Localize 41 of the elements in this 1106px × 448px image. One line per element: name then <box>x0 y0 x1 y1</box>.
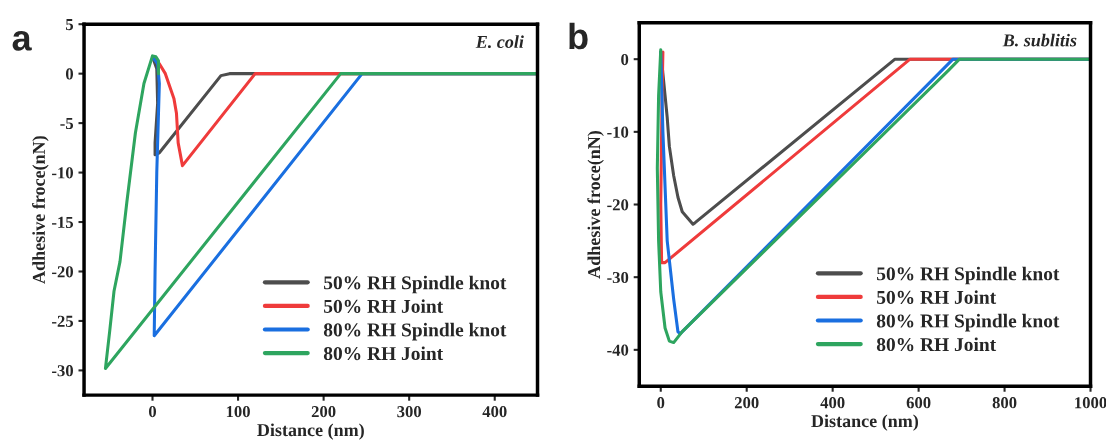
x-tick-label: 400 <box>482 406 507 418</box>
annotation: B. sublitis <box>1002 33 1077 47</box>
x-tick-label: 0 <box>657 397 665 409</box>
y-tick-label: -40 <box>607 344 629 356</box>
legend-label: 50% RH Joint <box>324 299 444 313</box>
y-tick-label: -15 <box>52 216 74 228</box>
x-tick-label: 600 <box>906 397 931 409</box>
y-tick-label: 0 <box>65 68 73 80</box>
y-tick-label: 0 <box>621 53 629 66</box>
y-tick-label: 5 <box>65 19 74 31</box>
y-tick-label: -20 <box>52 266 73 278</box>
text: b <box>569 22 588 50</box>
legend-label: 80% RH Joint <box>323 346 444 361</box>
legend-label: 50% RH Spindle knot <box>324 275 507 294</box>
x-tick-label: 100 <box>226 406 250 418</box>
text: a <box>12 30 32 51</box>
legend-label: 80% RH Spindle knot <box>876 313 1060 332</box>
y-tick-label: -20 <box>607 199 629 211</box>
x-axis-title: Distance (nm) <box>811 414 919 431</box>
y-tick-label: -25 <box>52 315 74 327</box>
legend-label: 50% RH Joint <box>877 290 997 305</box>
annotation: E. coli <box>475 35 524 49</box>
x-axis-title: Distance (nm) <box>257 423 364 440</box>
y-axis-title: Adhesive froce(nN) <box>587 131 604 279</box>
line-series <box>103 54 538 370</box>
x-tick-label: 400 <box>820 397 845 409</box>
x-tick-label: 800 <box>992 397 1017 409</box>
x-tick-label: 0 <box>148 406 157 418</box>
x-tick-label: 200 <box>734 397 759 409</box>
legend-label: 80% RH Joint <box>876 337 997 352</box>
x-tick-label: 200 <box>311 406 336 418</box>
x-tick-label: 1000 <box>1075 397 1106 409</box>
legend-label: 80% RH Spindle knot <box>323 322 507 341</box>
y-axis-title: Adhesive froce(nN) <box>32 136 49 284</box>
x-tick-label: 300 <box>397 406 422 418</box>
y-tick-label: -30 <box>607 271 629 284</box>
y-tick-label: -30 <box>52 365 73 377</box>
legend-label: 50% RH Spindle knot <box>877 266 1060 285</box>
y-tick-label: -10 <box>607 126 629 138</box>
y-tick-label: -10 <box>52 167 73 179</box>
y-tick-label: -5 <box>60 117 74 130</box>
